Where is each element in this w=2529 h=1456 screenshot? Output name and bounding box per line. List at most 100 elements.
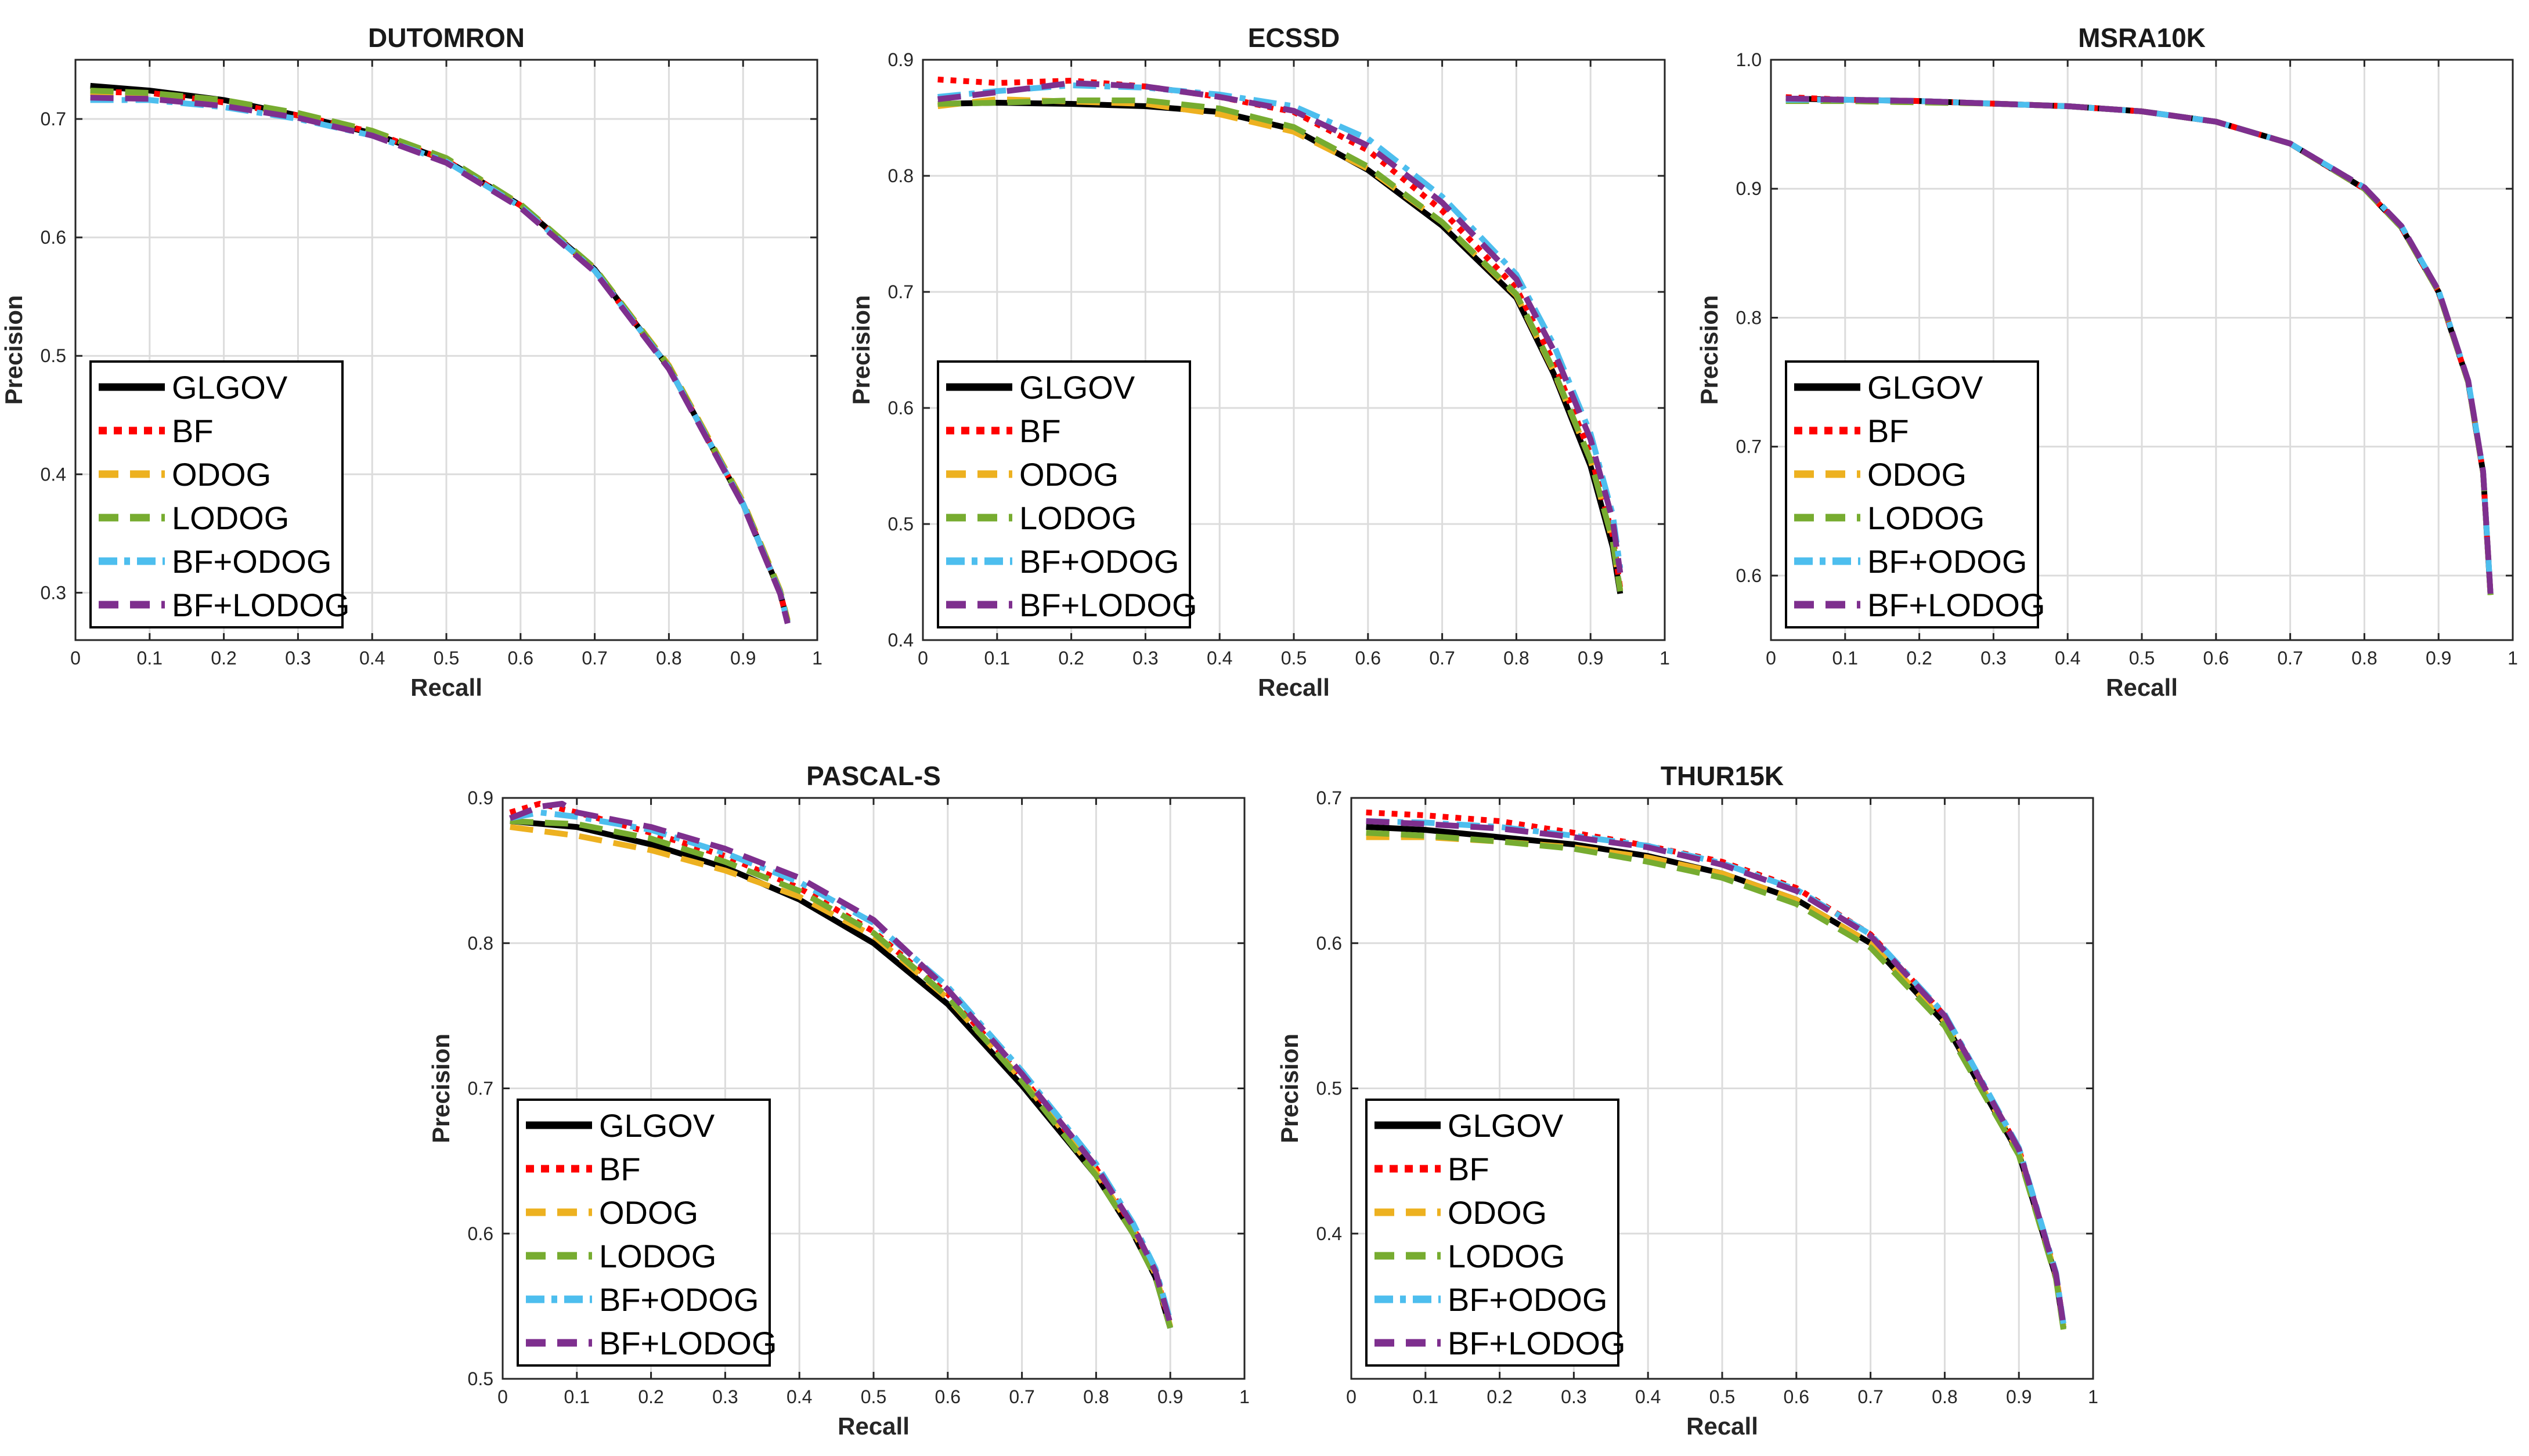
panel-pascal-s: 0 0.1 0.2 0.3 0.4 0.5 0.6 0.7 0.8 0.9 1 0.5 0.6 0.7 0.… [427, 761, 1250, 1440]
msra10k-legend-label-glgov: GLGOV [1867, 369, 1983, 406]
thur15k-x-tick-label: 0.7 [1857, 1386, 1883, 1407]
msra10k-x-tick-label: 0.4 [2055, 648, 2080, 669]
msra10k-x-axis-label: Recall [2106, 674, 2178, 701]
pascal-s-legend-label-lodog: LODOG [599, 1238, 716, 1274]
ecssd-series-glgov [937, 100, 1624, 594]
ecssd-legend-label-lodog: LODOG [1019, 500, 1137, 536]
thur15k-x-tick-label: 0.1 [1413, 1386, 1438, 1407]
thur15k-legend: GLGOV BF ODOG LODOG BF+ODOG BF+LODOG [1365, 1099, 1626, 1367]
thur15k-x-tick-label: 0.6 [1784, 1386, 1809, 1407]
dutomron-x-tick-label: 0.1 [137, 648, 163, 669]
dutomron-y-axis-label: Precision [0, 295, 27, 404]
pascal-s-x-tick-label: 0.8 [1083, 1386, 1109, 1407]
pascal-s-x-tick-label: 0.5 [861, 1386, 886, 1407]
msra10k-legend: GLGOV BF ODOG LODOG BF+ODOG BF+LODOG [1785, 360, 2045, 628]
msra10k-x-tick-label: 0 [1766, 648, 1776, 669]
dutomron-x-tick-label: 0.2 [211, 648, 236, 669]
dutomron-legend-label-bf: BF [172, 413, 214, 449]
msra10k-legend-label-lodog: LODOG [1867, 500, 1985, 536]
dutomron-y-tick-label: 0.4 [41, 464, 66, 485]
ecssd-y-tick-label: 0.8 [888, 165, 914, 186]
msra10k-title: MSRA10K [2078, 23, 2206, 53]
pascal-s-legend: GLGOV BF ODOG LODOG BF+ODOG BF+LODOG [517, 1099, 777, 1367]
dutomron-x-tick-label: 0.4 [359, 648, 385, 669]
pascal-s-series-bf-plus-lodog [508, 801, 1174, 1325]
msra10k-x-tick-label: 0.6 [2203, 648, 2229, 669]
msra10k-legend-label-bf: BF [1867, 413, 1909, 449]
pascal-s-legend-label-odog: ODOG [599, 1194, 698, 1231]
msra10k-y-axis-label: Precision [1695, 295, 1723, 404]
pascal-s-legend-label-bf-plus-odog: BF+ODOG [599, 1281, 759, 1318]
pascal-s-x-tick-label: 0.1 [564, 1386, 590, 1407]
thur15k-legend-label-lodog: LODOG [1448, 1238, 1565, 1274]
thur15k-y-axis-label: Precision [1276, 1034, 1303, 1143]
pascal-s-legend-label-bf: BF [599, 1151, 641, 1187]
dutomron-legend-label-lodog: LODOG [172, 500, 289, 536]
pascal-s-title: PASCAL-S [806, 761, 941, 791]
dutomron-x-tick-label: 0.9 [730, 648, 756, 669]
thur15k-legend-box [1365, 1099, 1619, 1367]
ecssd-series-lodog [937, 97, 1624, 592]
ecssd-y-tick-label: 0.5 [888, 514, 914, 534]
dutomron-legend-label-bf-plus-odog: BF+ODOG [172, 543, 331, 580]
msra10k-x-tick-label: 1 [2508, 648, 2518, 669]
ecssd-x-tick-label: 0.8 [1503, 648, 1529, 669]
ecssd-y-tick-label: 0.9 [888, 49, 914, 70]
ecssd-x-axis-label: Recall [1258, 674, 1330, 701]
dutomron-series-bf-plus-lodog [90, 95, 791, 624]
thur15k-x-tick-label: 0.2 [1487, 1386, 1512, 1407]
dutomron-y-tick-label: 0.7 [41, 109, 66, 129]
thur15k-x-tick-label: 0.4 [1635, 1386, 1661, 1407]
thur15k-x-tick-label: 0 [1346, 1386, 1357, 1407]
panel-thur15k: 0 0.1 0.2 0.3 0.4 0.5 0.6 0.7 0.8 0.9 1 0.4 0.5 0.6 0.… [1276, 761, 2098, 1440]
dutomron-title: DUTOMRON [368, 23, 525, 53]
ecssd-x-tick-label: 0 [918, 648, 928, 669]
ecssd-y-tick-label: 0.7 [888, 281, 914, 302]
dutomron-legend-label-glgov: GLGOV [172, 369, 288, 406]
dutomron-x-tick-label: 1 [812, 648, 822, 669]
dutomron-y-tick-label: 0.3 [41, 582, 66, 603]
dutomron-y-tick-label: 0.5 [41, 345, 66, 366]
ecssd-legend-label-glgov: GLGOV [1019, 369, 1135, 406]
msra10k-y-tick-label: 0.8 [1736, 307, 1762, 328]
ecssd-x-tick-label: 0.6 [1355, 648, 1381, 669]
pascal-s-series-lodog [510, 818, 1173, 1329]
dutomron-x-tick-label: 0.3 [285, 648, 311, 669]
ecssd-title: ECSSD [1248, 23, 1340, 53]
msra10k-y-tick-label: 0.9 [1736, 178, 1762, 199]
thur15k-legend-label-bf-plus-lodog: BF+LODOG [1448, 1325, 1626, 1361]
pascal-s-x-tick-label: 0.2 [638, 1386, 663, 1407]
dutomron-x-tick-label: 0.7 [582, 648, 607, 669]
msra10k-x-tick-label: 0.2 [1906, 648, 1932, 669]
ecssd-x-tick-label: 0.5 [1281, 648, 1307, 669]
pascal-s-y-tick-label: 0.5 [468, 1368, 493, 1389]
ecssd-x-tick-label: 1 [1659, 648, 1670, 669]
panel-msra10k: 0 0.1 0.2 0.3 0.4 0.5 0.6 0.7 0.8 0.9 1 0.6 0.7 0.8 0.… [1695, 23, 2518, 701]
ecssd-x-tick-label: 0.1 [984, 648, 1010, 669]
dutomron-legend: GLGOV BF ODOG LODOG BF+ODOG BF+LODOG [89, 360, 350, 628]
pascal-s-y-axis-label: Precision [427, 1034, 454, 1143]
ecssd-x-tick-label: 0.3 [1132, 648, 1158, 669]
msra10k-legend-label-bf-plus-lodog: BF+LODOG [1867, 587, 2045, 623]
msra10k-y-tick-label: 1.0 [1736, 49, 1762, 70]
thur15k-series-bf-plus-lodog [1366, 818, 2066, 1326]
msra10k-legend-label-odog: ODOG [1867, 456, 1967, 493]
ecssd-y-axis-label: Precision [847, 295, 875, 404]
pascal-s-x-tick-label: 0.6 [935, 1386, 961, 1407]
pascal-s-x-tick-label: 0 [497, 1386, 508, 1407]
panel-ecssd: 0 0.1 0.2 0.3 0.4 0.5 0.6 0.7 0.8 0.9 1 0.4 0.5 0.6 0.… [847, 23, 1670, 701]
pascal-s-y-tick-label: 0.7 [468, 1078, 493, 1099]
msra10k-x-tick-label: 0.8 [2351, 648, 2377, 669]
ecssd-y-tick-label: 0.6 [888, 398, 914, 418]
ecssd-x-tick-label: 0.9 [1578, 648, 1603, 669]
thur15k-x-tick-label: 1 [2088, 1386, 2098, 1407]
ecssd-x-tick-label: 0.2 [1058, 648, 1084, 669]
ecssd-legend-label-bf: BF [1019, 413, 1061, 449]
thur15k-y-tick-label: 0.5 [1316, 1078, 1342, 1099]
ecssd-x-tick-label: 0.4 [1207, 648, 1232, 669]
pascal-s-y-tick-label: 0.8 [468, 933, 493, 953]
pascal-s-x-tick-label: 0.9 [1157, 1386, 1183, 1407]
pascal-s-y-tick-label: 0.9 [468, 787, 493, 808]
ecssd-legend-box [937, 360, 1191, 628]
msra10k-y-tick-label: 0.7 [1736, 436, 1762, 457]
